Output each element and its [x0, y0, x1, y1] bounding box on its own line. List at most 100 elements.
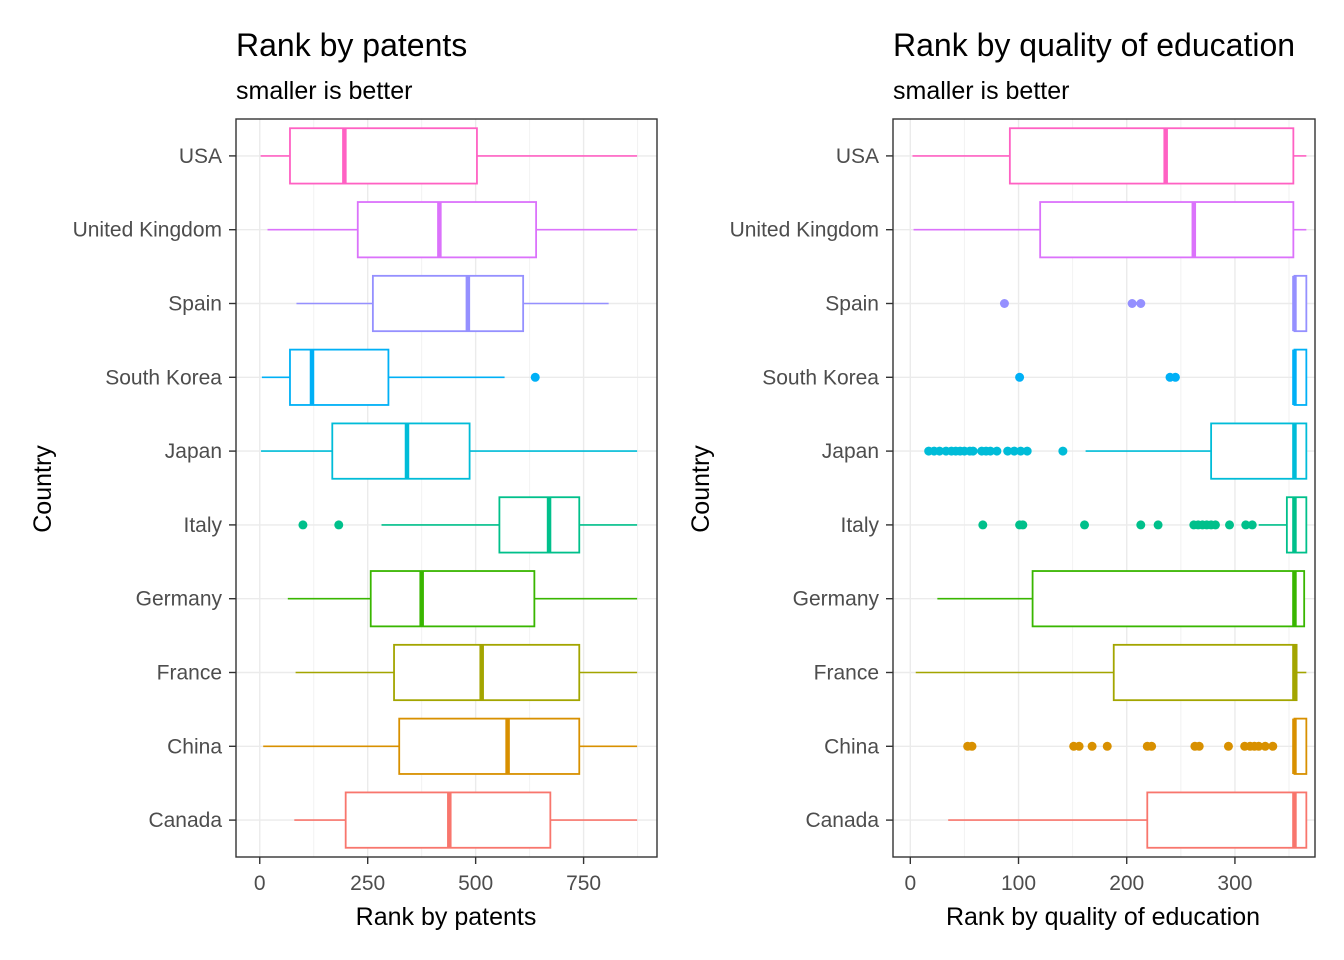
box-body — [371, 274, 525, 333]
box-canada — [948, 791, 1308, 849]
box-usa — [912, 127, 1307, 185]
outlier-point — [1170, 372, 1180, 382]
x-tick-label: 0 — [904, 872, 916, 895]
outlier-point — [968, 446, 978, 456]
outlier-point — [1194, 741, 1204, 751]
outlier-point — [1136, 299, 1146, 308]
plot-panel-patents: USA United Kingdom Spain South Korea Japan It… — [73, 118, 658, 895]
y-axis-title-education: Country — [687, 445, 715, 533]
outlier-point — [1268, 741, 1278, 751]
chart-subtitle-education: smaller is better — [893, 77, 1069, 105]
y-tick-label: United Kingdom — [73, 219, 222, 242]
outlier-point — [1147, 741, 1157, 751]
y-tick-label: South Korea — [105, 366, 222, 389]
outlier-point — [298, 520, 308, 530]
outlier-point — [992, 446, 1002, 456]
x-tick-label: 300 — [1217, 872, 1252, 895]
box-body — [1039, 201, 1295, 259]
y-tick-label: Canada — [805, 809, 879, 832]
box-spain — [296, 274, 609, 333]
y-tick-label: Japan — [822, 440, 879, 463]
chart-subtitle-patents: smaller is better — [236, 77, 412, 105]
box-south-korea — [1015, 348, 1308, 406]
panel-border — [892, 118, 1316, 858]
y-tick-label: Spain — [168, 293, 222, 316]
outlier-point — [1074, 741, 1084, 751]
x-axis-title-education: Rank by quality of education — [946, 903, 1260, 931]
outlier-point — [1127, 299, 1137, 308]
box-france — [295, 643, 638, 702]
outlier-point — [985, 446, 995, 456]
outlier-point — [1015, 372, 1025, 382]
outlier-point — [1210, 520, 1220, 530]
box-body — [393, 643, 581, 702]
plot-panel-education: USA United Kingdom Spain South Korea Japan It… — [730, 118, 1316, 895]
box-body — [369, 570, 536, 628]
box-body — [398, 717, 581, 775]
box-china — [963, 717, 1308, 775]
x-tick-label: 100 — [1001, 872, 1036, 895]
box-united-kingdom — [913, 201, 1307, 259]
box-body — [289, 348, 390, 406]
box-body — [1146, 791, 1308, 849]
outlier-point — [967, 741, 977, 751]
chart-title-patents: Rank by patents — [236, 27, 467, 63]
outlier-point — [999, 299, 1009, 308]
y-tick-label: United Kingdom — [730, 219, 879, 242]
x-tick-label: 250 — [350, 872, 385, 895]
outlier-point — [530, 372, 540, 382]
outlier-point — [1102, 741, 1112, 751]
y-tick-label: South Korea — [762, 366, 879, 389]
outlier-point — [1058, 446, 1068, 456]
x-tick-label: 500 — [458, 872, 493, 895]
box-spain — [999, 274, 1308, 333]
chart-title-education: Rank by quality of education — [893, 27, 1295, 63]
box-body — [1008, 127, 1295, 185]
outlier-point — [1018, 520, 1028, 530]
y-tick-label: USA — [836, 145, 879, 168]
box-france — [915, 643, 1307, 702]
box-body — [1210, 422, 1308, 480]
box-japan — [924, 422, 1308, 480]
outlier-point — [1080, 520, 1090, 530]
box-china — [263, 717, 638, 775]
y-tick-label: China — [824, 735, 879, 758]
box-germany — [287, 570, 638, 628]
box-italy — [298, 496, 638, 554]
box-body — [1031, 570, 1306, 628]
outlier-point — [1009, 446, 1019, 456]
outlier-point — [1003, 446, 1013, 456]
outlier-point — [1136, 520, 1146, 530]
box-body — [1112, 643, 1298, 702]
y-tick-label: China — [167, 735, 222, 758]
outlier-point — [1087, 741, 1097, 751]
outlier-point — [1225, 520, 1235, 530]
outlier-point — [1241, 520, 1251, 530]
y-tick-label: Germany — [136, 588, 223, 611]
box-germany — [937, 570, 1306, 628]
outlier-point — [1022, 446, 1032, 456]
x-axis-title-patents: Rank by patents — [356, 903, 537, 931]
outlier-point — [1153, 520, 1163, 530]
outlier-point — [1016, 446, 1026, 456]
outlier-point — [334, 520, 344, 530]
box-canada — [294, 791, 638, 849]
y-tick-label: France — [814, 662, 879, 685]
y-tick-label: USA — [179, 145, 222, 168]
panel-border — [235, 118, 658, 858]
y-tick-label: Spain — [825, 293, 879, 316]
x-tick-label: 200 — [1109, 872, 1144, 895]
y-axis-title-patents: Country — [29, 445, 57, 533]
outlier-point — [1247, 520, 1257, 530]
box-body — [356, 201, 537, 259]
box-body — [289, 127, 478, 185]
box-japan — [261, 422, 638, 480]
outlier-point — [1223, 741, 1233, 751]
box-italy — [978, 496, 1308, 554]
outlier-point — [1254, 741, 1264, 751]
y-tick-label: Japan — [165, 440, 222, 463]
outlier-point — [1260, 741, 1270, 751]
outlier-point — [935, 446, 945, 456]
outlier-point — [978, 520, 988, 530]
